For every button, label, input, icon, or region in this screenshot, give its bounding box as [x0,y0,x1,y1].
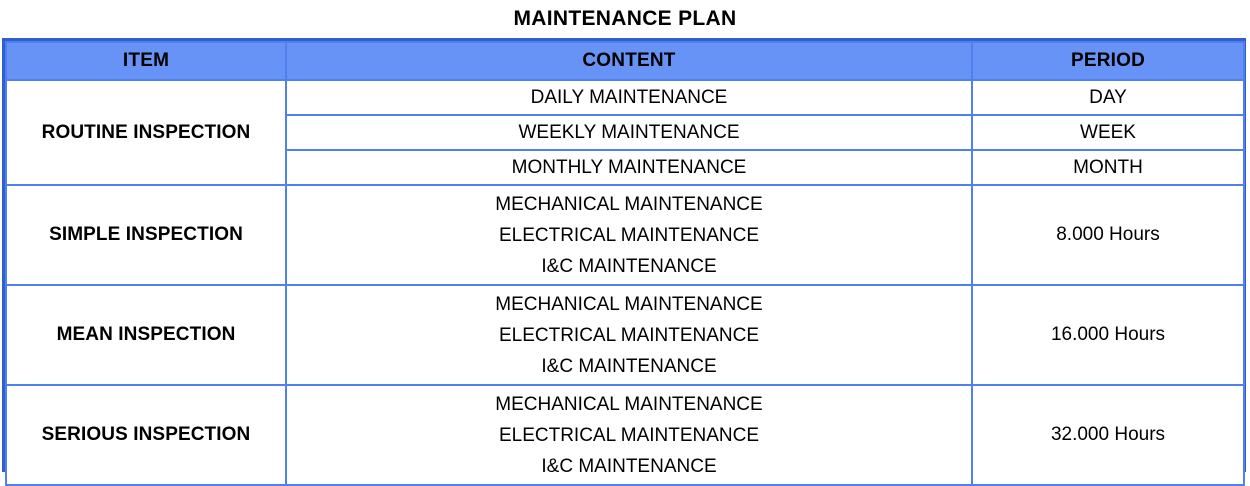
table-row: SERIOUS INSPECTION MECHANICAL MAINTENANC… [5,384,1245,486]
table-row: MEAN INSPECTION MECHANICAL MAINTENANCE E… [5,284,1245,386]
item-cell-mean-inspection: MEAN INSPECTION [5,284,287,386]
table-row: WEEKLY MAINTENANCE WEEK [6,114,1245,151]
content-line: MECHANICAL MAINTENANCE [495,293,763,315]
table-row: SIMPLE INSPECTION MECHANICAL MAINTENANCE… [5,184,1245,286]
content-line: MECHANICAL MAINTENANCE [495,193,763,215]
item-cell-simple-inspection: SIMPLE INSPECTION [5,184,287,286]
content-cell: MECHANICAL MAINTENANCE ELECTRICAL MAINTE… [285,184,973,286]
period-cell: DAY [971,79,1245,116]
content-cell: MONTHLY MAINTENANCE [285,149,973,186]
period-cell: WEEK [971,114,1245,151]
table-header: ITEM CONTENT PERIOD [5,41,1245,81]
maintenance-plan-table: ITEM CONTENT PERIOD ROUTINE INSPECTION D… [5,41,1245,486]
content-line: I&C MAINTENANCE [541,255,717,277]
item-cell-routine-inspection: ROUTINE INSPECTION [5,79,287,186]
table-body: ROUTINE INSPECTION DAILY MAINTENANCE DAY… [5,79,1245,486]
content-cell: MECHANICAL MAINTENANCE ELECTRICAL MAINTE… [285,384,973,486]
content-line: I&C MAINTENANCE [541,355,717,377]
column-header-item: ITEM [5,41,287,81]
content-line: ELECTRICAL MAINTENANCE [498,224,760,246]
content-line: ELECTRICAL MAINTENANCE [498,324,760,346]
item-cell-serious-inspection: SERIOUS INSPECTION [5,384,287,486]
content-line-group: MECHANICAL MAINTENANCE ELECTRICAL MAINTE… [287,389,971,482]
content-cell: DAILY MAINTENANCE [285,79,973,116]
content-cell: WEEKLY MAINTENANCE [285,114,973,151]
page-title: MAINTENANCE PLAN [513,7,737,30]
column-header-content: CONTENT [285,41,973,81]
content-line-group: MECHANICAL MAINTENANCE ELECTRICAL MAINTE… [287,289,971,382]
period-cell: 16.000 Hours [971,284,1245,386]
table-row: MONTHLY MAINTENANCE MONTH [6,149,1245,186]
column-header-period: PERIOD [971,41,1245,81]
table-row: ROUTINE INSPECTION DAILY MAINTENANCE DAY [5,79,1245,186]
content-line: ELECTRICAL MAINTENANCE [498,424,760,446]
content-line-group: MECHANICAL MAINTENANCE ELECTRICAL MAINTE… [287,189,971,282]
table-header-row: ITEM CONTENT PERIOD [5,41,1245,81]
content-line: I&C MAINTENANCE [541,455,717,477]
maintenance-plan-table-container: ITEM CONTENT PERIOD ROUTINE INSPECTION D… [2,38,1246,486]
period-cell: MONTH [971,149,1245,186]
content-cell: MECHANICAL MAINTENANCE ELECTRICAL MAINTE… [285,284,973,386]
period-cell: 32.000 Hours [971,384,1245,486]
content-line: MECHANICAL MAINTENANCE [495,393,763,415]
period-cell: 8.000 Hours [971,184,1245,286]
